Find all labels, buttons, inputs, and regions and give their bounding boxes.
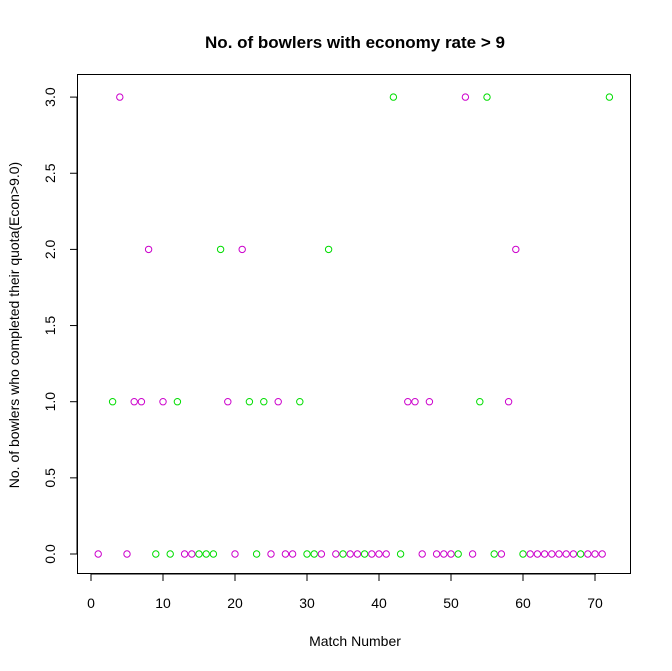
data-point <box>562 550 570 558</box>
data-point <box>389 93 398 101</box>
data-point <box>195 550 203 558</box>
data-point <box>231 550 239 558</box>
data-point <box>274 398 282 406</box>
x-axis: 0 10 20 30 40 50 60 70 <box>87 573 603 611</box>
x-axis-label: Match Number <box>309 633 401 649</box>
plot-area-frame <box>77 74 631 574</box>
data-point <box>324 245 333 254</box>
data-point <box>533 550 542 558</box>
data-point <box>346 550 354 558</box>
x-tick-label: 10 <box>155 595 171 611</box>
y-axis-label: No. of bowlers who completed their quota… <box>6 162 22 488</box>
data-point <box>418 550 426 558</box>
data-point <box>317 550 326 558</box>
data-point <box>144 245 153 254</box>
data-point <box>260 398 268 406</box>
data-point <box>411 398 419 406</box>
data-point <box>504 398 513 406</box>
data-point <box>166 550 174 558</box>
data-point <box>188 550 196 558</box>
data-point <box>310 550 318 558</box>
y-tick-label: 3.0 <box>42 87 58 107</box>
data-point <box>432 550 441 558</box>
data-point <box>598 550 606 558</box>
data-point <box>454 550 462 558</box>
x-tick-label: 20 <box>227 595 243 611</box>
data-point <box>130 398 138 406</box>
data-point <box>569 550 578 558</box>
y-tick-label: 2.0 <box>42 239 58 259</box>
data-point <box>526 550 534 558</box>
data-point <box>468 550 477 558</box>
x-tick-label: 0 <box>87 595 95 611</box>
data-point <box>555 550 563 558</box>
x-tick-label: 50 <box>443 595 459 611</box>
y-axis: 0.0 0.5 1.0 1.5 2.0 2.5 3.0 <box>42 87 78 564</box>
data-point <box>540 550 549 558</box>
data-point <box>209 550 218 558</box>
data-point <box>137 398 146 406</box>
data-point <box>339 550 347 558</box>
data-point <box>238 245 246 254</box>
data-point <box>267 550 275 558</box>
y-tick-label: 0.5 <box>42 468 58 488</box>
data-point <box>396 550 405 558</box>
x-tick-label: 70 <box>587 595 603 611</box>
data-point <box>576 550 585 558</box>
data-points <box>94 93 614 558</box>
data-point <box>94 550 102 558</box>
data-point <box>519 550 527 558</box>
data-point <box>303 550 311 558</box>
data-point <box>375 550 383 558</box>
y-tick-label: 1.5 <box>42 316 58 336</box>
x-tick-label: 60 <box>515 595 531 611</box>
data-point <box>281 550 290 558</box>
data-point <box>483 93 491 101</box>
data-point <box>512 245 520 254</box>
data-point <box>360 550 369 558</box>
data-point <box>216 245 225 254</box>
y-tick-label: 2.5 <box>42 163 58 183</box>
data-point <box>447 550 455 558</box>
x-tick-label: 40 <box>371 595 387 611</box>
data-point <box>288 550 297 558</box>
data-point <box>224 398 232 406</box>
data-point <box>152 550 160 558</box>
data-point <box>332 550 340 558</box>
data-point <box>123 550 131 558</box>
data-point <box>425 398 434 406</box>
data-point <box>476 398 484 406</box>
data-point <box>584 550 592 558</box>
data-point <box>605 93 614 101</box>
data-point <box>116 93 124 101</box>
data-point <box>497 550 506 558</box>
data-point <box>159 398 167 406</box>
data-point <box>173 398 182 406</box>
data-point <box>548 550 556 558</box>
data-point <box>353 550 362 558</box>
data-point <box>296 398 304 406</box>
chart-title: No. of bowlers with economy rate > 9 <box>205 33 505 52</box>
y-tick-label: 0.0 <box>42 544 58 564</box>
data-point <box>490 550 498 558</box>
data-point <box>404 398 412 406</box>
data-point <box>252 550 261 558</box>
data-point <box>440 550 448 558</box>
x-tick-label: 30 <box>299 595 315 611</box>
data-point <box>202 550 210 558</box>
data-point <box>591 550 599 558</box>
data-point <box>382 550 390 558</box>
y-tick-label: 1.0 <box>42 392 58 412</box>
data-point <box>108 398 117 406</box>
data-point <box>180 550 189 558</box>
data-point <box>368 550 376 558</box>
data-point <box>461 93 470 101</box>
data-point <box>245 398 254 406</box>
